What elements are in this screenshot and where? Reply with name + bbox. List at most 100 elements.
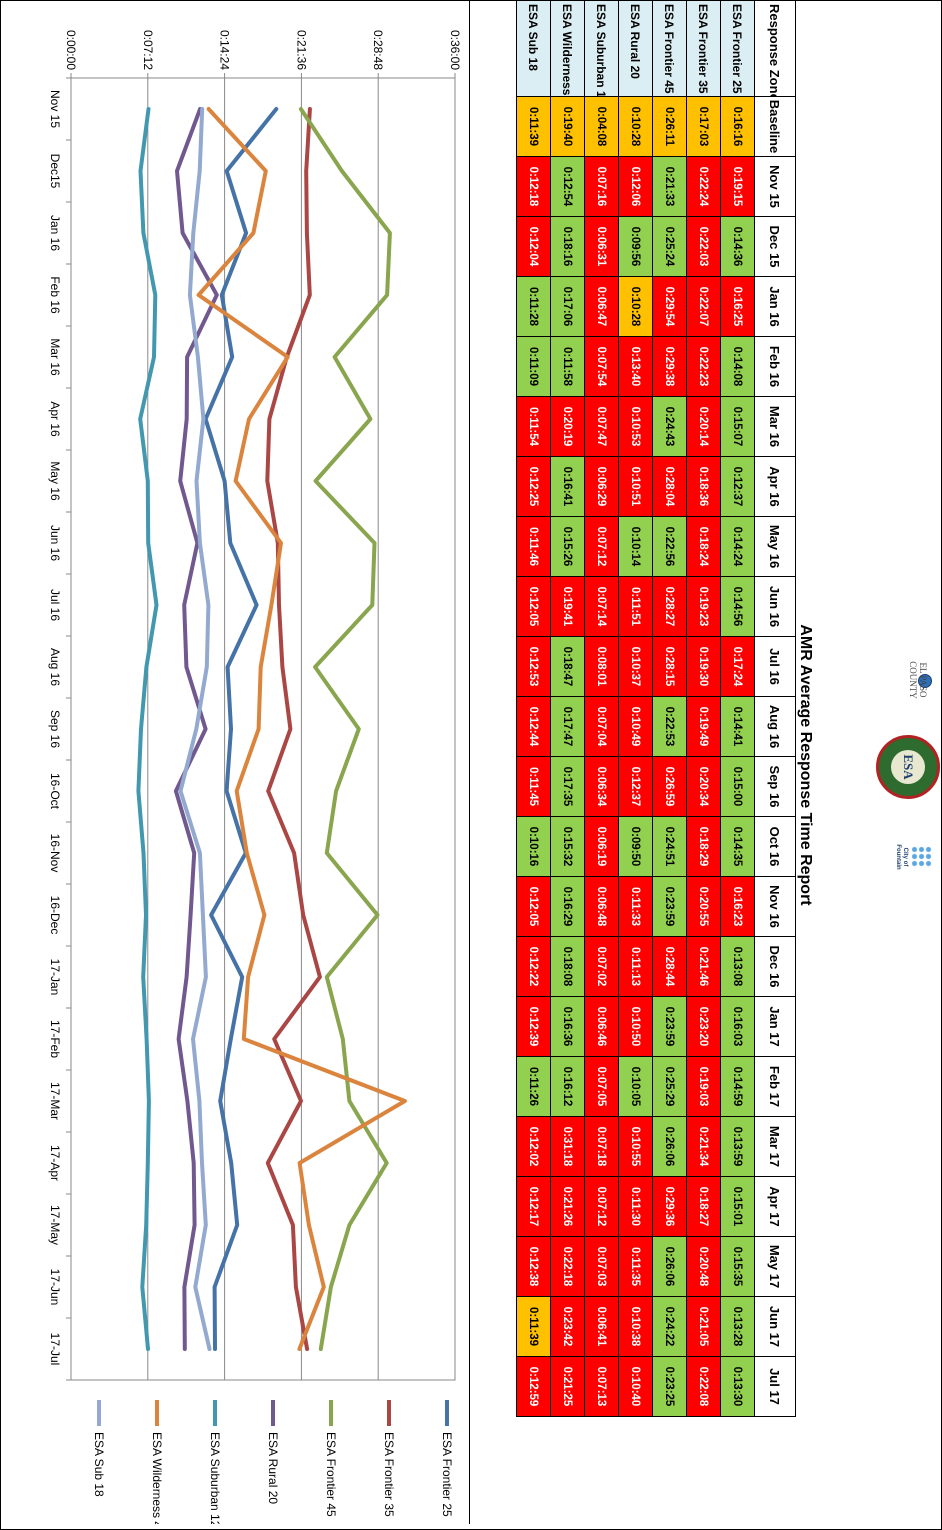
value-cell: 0:17:06 <box>550 276 585 337</box>
value-cell: 0:06:29 <box>584 456 619 517</box>
value-cell: 0:07:12 <box>584 1176 619 1237</box>
value-cell: 0:11:46 <box>516 516 551 577</box>
value-cell: 0:18:47 <box>550 636 585 697</box>
value-cell: 0:09:50 <box>618 816 653 877</box>
month-header-cell: Nov 15 <box>754 156 796 217</box>
value-cell: 0:12:59 <box>516 1356 551 1417</box>
value-cell: 0:10:14 <box>618 516 653 577</box>
value-cell: 0:12:05 <box>516 876 551 937</box>
value-cell: 0:29:54 <box>652 276 687 337</box>
value-cell: 0:10:51 <box>618 456 653 517</box>
value-cell: 0:19:15 <box>720 156 755 217</box>
value-cell: 0:23:25 <box>652 1356 687 1417</box>
value-cell: 0:07:04 <box>584 696 619 757</box>
value-cell: 0:17:35 <box>550 756 585 817</box>
value-cell: 0:13:28 <box>720 1296 755 1357</box>
value-cell: 0:12:18 <box>516 156 551 217</box>
x-tick-label: May 16 <box>48 461 62 501</box>
x-tick-label: Sep 16 <box>48 710 62 748</box>
value-cell: 0:10:37 <box>618 636 653 697</box>
value-cell: 0:09:56 <box>618 216 653 277</box>
value-cell: 0:11:51 <box>618 576 653 637</box>
table-row: ESA Rural 20 0:10:28 0:12:06 0:09:56 0:10:28… <box>618 0 653 1417</box>
table-row: ESA Frontier 35 0:17:03 0:22:24 0:22:03 0:22… <box>686 0 721 1417</box>
fountain-icon <box>912 846 932 868</box>
x-tick-label: Feb 16 <box>48 276 62 314</box>
y-tick-label: 0:36:00 <box>448 30 462 70</box>
value-cell: 0:14:59 <box>720 1056 755 1117</box>
month-header-cell: Mar 16 <box>754 396 796 457</box>
month-header-cell: Jul 16 <box>754 636 796 697</box>
series-line-esa-sub-18 <box>178 107 212 1351</box>
value-cell: 0:24:22 <box>652 1296 687 1357</box>
value-cell: 0:22:23 <box>686 336 721 397</box>
el-paso-county-logo: EL PASO COUNTY <box>904 645 932 715</box>
value-cell: 0:12:25 <box>516 456 551 517</box>
table-row: ESA Suburban 12 0:04:08 0:07:16 0:06:31 0:06… <box>584 0 619 1417</box>
legend-entry: ESA Wilderness 45 <box>150 1432 164 1524</box>
month-header-cell: Jul 17 <box>754 1356 796 1417</box>
x-tick-label: 17-Apr <box>48 1145 62 1181</box>
baseline-cell: 0:11:39 <box>516 96 551 157</box>
value-cell: 0:10:28 <box>618 276 653 337</box>
value-cell: 0:15:07 <box>720 396 755 457</box>
value-cell: 0:06:47 <box>584 276 619 337</box>
value-cell: 0:23:20 <box>686 996 721 1057</box>
table-row: ESA Frontier 25 0:16:16 0:19:15 0:14:36 0:16… <box>720 0 755 1417</box>
value-cell: 0:07:16 <box>584 156 619 217</box>
value-cell: 0:11:54 <box>516 396 551 457</box>
value-cell: 0:22:07 <box>686 276 721 337</box>
value-cell: 0:22:53 <box>652 696 687 757</box>
value-cell: 0:14:41 <box>720 696 755 757</box>
value-cell: 0:17:24 <box>720 636 755 697</box>
zone-cell: ESA Frontier 25 <box>720 0 755 97</box>
value-cell: 0:22:56 <box>652 516 687 577</box>
value-cell: 0:10:49 <box>618 696 653 757</box>
x-tick-label: 17-Jul <box>48 1333 62 1366</box>
value-cell: 0:11:45 <box>516 756 551 817</box>
report-header: EL PASO COUNTY ESA City of Fountain AMR … <box>792 0 942 1530</box>
value-cell: 0:11:13 <box>618 936 653 997</box>
value-cell: 0:06:41 <box>584 1296 619 1357</box>
value-cell: 0:16:23 <box>720 876 755 937</box>
value-cell: 0:15:01 <box>720 1176 755 1237</box>
value-cell: 0:12:17 <box>516 1176 551 1237</box>
esa-seal-text: ESA <box>891 750 925 784</box>
value-cell: 0:12:37 <box>618 756 653 817</box>
value-cell: 0:12:53 <box>516 636 551 697</box>
value-cell: 0:15:35 <box>720 1236 755 1297</box>
value-cell: 0:20:14 <box>686 396 721 457</box>
city-of-fountain-logo: City of Fountain <box>888 840 932 874</box>
value-cell: 0:28:04 <box>652 456 687 517</box>
table-header-row: Response Zone Baseline Nov 15 Dec 15 Jan 16 F… <box>754 0 796 1417</box>
x-tick-label: Jun 16 <box>48 525 62 561</box>
value-cell: 0:18:08 <box>550 936 585 997</box>
series-line-esa-frontier-35 <box>265 107 322 1351</box>
value-cell: 0:28:44 <box>652 936 687 997</box>
value-cell: 0:18:29 <box>686 816 721 877</box>
value-cell: 0:12:04 <box>516 216 551 277</box>
month-header-cell: Jan 17 <box>754 996 796 1057</box>
baseline-cell: 0:17:03 <box>686 96 721 157</box>
value-cell: 0:19:41 <box>550 576 585 637</box>
value-cell: 0:12:54 <box>550 156 585 217</box>
value-cell: 0:20:55 <box>686 876 721 937</box>
value-cell: 0:24:43 <box>652 396 687 457</box>
value-cell: 0:07:02 <box>584 936 619 997</box>
value-cell: 0:18:36 <box>686 456 721 517</box>
value-cell: 0:16:41 <box>550 456 585 517</box>
value-cell: 0:28:27 <box>652 576 687 637</box>
city-logo-text: City of Fountain <box>895 844 908 870</box>
value-cell: 0:16:12 <box>550 1056 585 1117</box>
zone-cell: ESA Wilderness 45 <box>550 0 585 97</box>
value-cell: 0:21:25 <box>550 1356 585 1417</box>
value-cell: 0:07:54 <box>584 336 619 397</box>
month-header-cell: Apr 16 <box>754 456 796 517</box>
value-cell: 0:15:00 <box>720 756 755 817</box>
x-tick-label: 16-Nov <box>48 834 62 873</box>
value-cell: 0:19:30 <box>686 636 721 697</box>
legend-entry: ESA Frontier 35 <box>382 1432 396 1517</box>
value-cell: 0:23:42 <box>550 1296 585 1357</box>
value-cell: 0:24:51 <box>652 816 687 877</box>
